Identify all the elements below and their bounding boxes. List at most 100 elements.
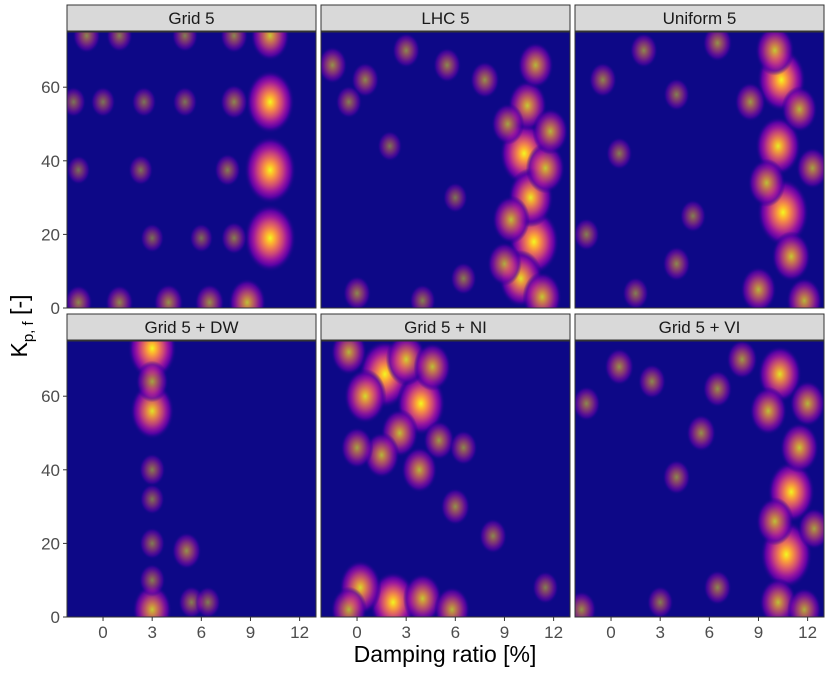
density-hotspot — [244, 204, 297, 273]
density-hotspot — [132, 584, 172, 617]
density-hotspot — [747, 158, 786, 207]
y-tick-label: 40 — [41, 461, 60, 480]
density-hotspot — [702, 370, 733, 408]
x-tick-label: 0 — [606, 623, 615, 642]
density-hotspot — [138, 453, 166, 487]
density-hotspot — [726, 341, 758, 380]
density-hotspot — [343, 275, 372, 308]
density-hotspot — [522, 271, 562, 308]
density-hotspot — [740, 266, 777, 308]
density-hotspot — [139, 483, 165, 515]
density-hotspot — [449, 430, 478, 466]
density-hotspot — [344, 368, 387, 424]
x-tick-label: 9 — [754, 623, 763, 642]
density-hotspot — [532, 108, 569, 155]
density-hotspot — [189, 223, 214, 253]
density-hotspot — [637, 363, 666, 399]
density-hotspot — [787, 587, 822, 617]
facet-strip — [320, 4, 571, 32]
y-axis-title: Kp, f [-] — [6, 294, 37, 357]
panel: Grid 5 + DW — [66, 313, 317, 618]
x-tick-label: 6 — [451, 623, 460, 642]
density-hotspot — [756, 497, 794, 546]
density-hotspot — [434, 586, 471, 617]
density-hotspot — [491, 103, 525, 145]
density-hotspot — [195, 586, 221, 617]
panel-border — [66, 340, 317, 618]
density-hotspot — [153, 283, 184, 308]
facet-strip — [320, 313, 571, 341]
y-tick-label: 60 — [41, 78, 60, 97]
density-hotspot — [401, 446, 438, 493]
x-tick-label: 9 — [500, 623, 509, 642]
density-hotspot — [105, 284, 134, 308]
panel: Grid 5 + VI — [574, 313, 825, 618]
x-tick-label: 12 — [290, 623, 309, 642]
density-hotspot — [525, 142, 566, 194]
y-axis-title-main: K — [6, 342, 32, 358]
density-hotspot — [351, 62, 380, 98]
density-hotspot — [662, 246, 691, 282]
density-layer — [330, 341, 559, 617]
facet-strip — [66, 313, 317, 341]
density-hotspot — [250, 32, 290, 61]
y-tick-label: 40 — [41, 152, 60, 171]
density-hotspot — [128, 154, 154, 186]
density-hotspot — [402, 573, 443, 617]
density-hotspot — [622, 276, 649, 308]
density-hotspot — [646, 585, 674, 617]
facet-strip — [66, 4, 317, 32]
x-tick-label: 12 — [798, 623, 817, 642]
density-hotspot — [786, 277, 823, 308]
density-layer — [575, 341, 824, 617]
density-hotspot — [575, 591, 597, 617]
density-hotspot — [662, 459, 691, 495]
x-axis-ticks: 0 3 6 9 12 0 3 6 9 12 0 3 6 9 12 — [98, 617, 817, 642]
density-hotspot — [442, 182, 468, 213]
y-axis-title-suffix: [-] — [6, 294, 32, 321]
density-hotspot — [606, 137, 633, 170]
panel-background — [67, 341, 316, 617]
density-hotspot — [604, 348, 635, 386]
density-layer — [321, 32, 569, 308]
density-hotspot — [135, 360, 169, 403]
density-hotspot — [797, 507, 824, 550]
facet-strip — [574, 4, 825, 32]
density-hotspot — [194, 283, 225, 308]
density-hotspot — [245, 70, 295, 134]
density-hotspot — [679, 199, 707, 233]
density-hotspot — [413, 342, 452, 391]
density-hotspot — [244, 136, 297, 204]
density-hotspot — [90, 86, 116, 118]
density-hotspot — [377, 130, 403, 162]
density-hotspot — [172, 86, 198, 118]
density-hotspot — [629, 32, 658, 68]
density-hotspot — [392, 32, 421, 68]
x-tick-label: 12 — [544, 623, 563, 642]
density-hotspot — [575, 218, 600, 251]
density-hotspot — [131, 86, 157, 118]
panel-border — [574, 31, 825, 309]
density-hotspot — [575, 386, 601, 422]
density-hotspot — [106, 32, 133, 53]
x-tick-label: 6 — [705, 623, 714, 642]
facet-strip-label: Grid 5 + NI — [404, 318, 487, 337]
facet-strip — [574, 313, 825, 341]
density-hotspot — [220, 84, 249, 120]
density-layer — [127, 341, 221, 617]
density-hotspot — [450, 262, 477, 295]
density-hotspot — [409, 284, 436, 308]
density-hotspot — [749, 386, 788, 436]
density-hotspot — [139, 527, 166, 560]
density-hotspot — [440, 488, 471, 526]
density-hotspot — [755, 32, 795, 76]
density-hotspot — [340, 426, 374, 469]
density-hotspot — [492, 195, 530, 244]
facet-strip-label: Uniform 5 — [663, 9, 737, 28]
facet-strip-label: LHC 5 — [421, 9, 469, 28]
density-hotspot — [171, 532, 202, 570]
panel-border — [320, 31, 571, 309]
panel: Grid 5 — [66, 4, 317, 309]
density-hotspot — [228, 278, 266, 308]
